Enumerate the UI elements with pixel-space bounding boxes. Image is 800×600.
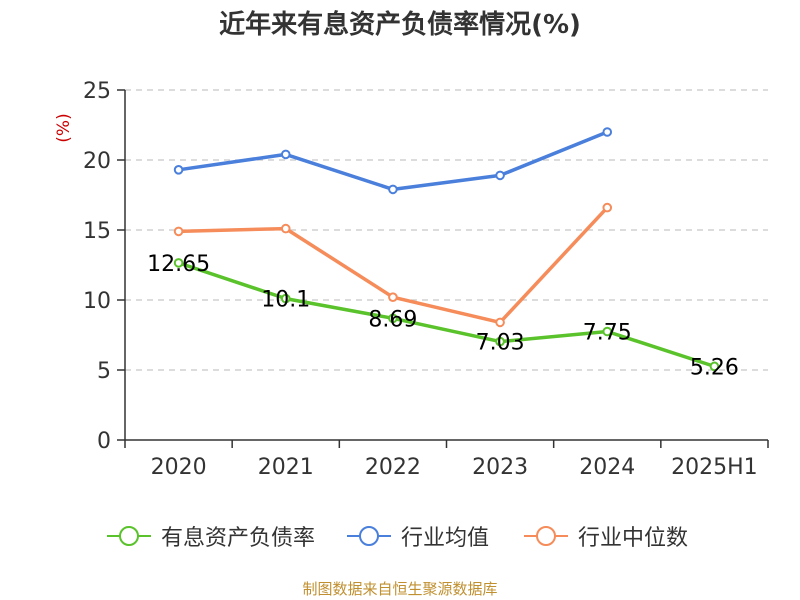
legend: 有息资产负债率 行业均值 行业中位数	[0, 518, 800, 558]
data-label-debt-ratio: 12.65	[147, 252, 210, 277]
y-tick-label: 15	[83, 219, 111, 244]
y-tick-label: 0	[97, 429, 111, 454]
legend-debt-ratio-label: 有息资产负债率	[161, 526, 316, 551]
legend-industry-median-marker	[522, 518, 570, 554]
legend-industry-avg-marker	[345, 518, 393, 554]
data-point-industry-avg[interactable]	[280, 149, 291, 160]
data-point-debt-ratio[interactable]	[602, 326, 613, 337]
x-tick-label: 2021	[258, 455, 314, 480]
y-tick-label: 20	[83, 149, 111, 174]
data-label-debt-ratio: 10.1	[261, 288, 310, 313]
x-tick-label: 2023	[472, 455, 528, 480]
legend-debt-ratio-marker	[105, 518, 153, 554]
data-point-debt-ratio[interactable]	[173, 258, 184, 268]
series-line-industry-avg	[178, 130, 608, 192]
data-labels: 12.65 10.1 8.69 7.03 7.75 5.26	[147, 252, 739, 380]
data-point-industry-median[interactable]	[173, 226, 184, 237]
data-point-industry-median[interactable]	[602, 202, 613, 213]
x-tick-label: 2022	[365, 455, 421, 480]
data-label-debt-ratio: 8.69	[368, 307, 417, 332]
y-tick-label: 25	[83, 79, 111, 104]
data-point-industry-avg[interactable]	[602, 127, 613, 137]
data-point-debt-ratio[interactable]	[709, 361, 720, 372]
legend-item-industry-median[interactable]: 行业中位数	[522, 518, 688, 554]
x-tick-label: 2020	[151, 455, 207, 480]
series-line-debt-ratio	[178, 261, 715, 369]
y-tick-label: 5	[97, 359, 111, 384]
source-note: 制图数据来自恒生聚源数据库	[302, 580, 498, 598]
data-point-industry-avg[interactable]	[495, 170, 505, 181]
data-label-debt-ratio: 5.26	[690, 355, 739, 380]
legend-item-industry-avg[interactable]: 行业均值	[345, 518, 489, 554]
data-point-industry-avg[interactable]	[173, 165, 184, 175]
series-line-industry-median	[178, 206, 609, 325]
data-point-debt-ratio[interactable]	[388, 313, 398, 324]
x-tick-label: 2025H1	[671, 455, 758, 480]
data-label-debt-ratio: 7.03	[476, 331, 525, 356]
series-lines	[173, 127, 720, 372]
data-point-industry-median[interactable]	[495, 317, 505, 328]
data-point-debt-ratio[interactable]	[280, 293, 291, 304]
x-tick-label: 2024	[579, 455, 635, 480]
data-point-industry-avg[interactable]	[388, 184, 398, 195]
y-axis-title: (%)	[54, 113, 74, 142]
data-point-industry-median[interactable]	[280, 223, 291, 234]
y-tick-label: 10	[83, 289, 111, 314]
data-label-debt-ratio: 7.75	[583, 321, 632, 346]
legend-industry-avg-label: 行业均值	[401, 526, 490, 551]
data-point-industry-median[interactable]	[388, 292, 398, 303]
data-point-debt-ratio[interactable]	[495, 336, 505, 347]
chart-title: 近年来有息资产负债率情况(%)	[219, 10, 581, 40]
legend-industry-median-label: 行业中位数	[578, 526, 689, 551]
grid-lines	[125, 89, 768, 371]
legend-item-debt-ratio[interactable]: 有息资产负债率	[105, 518, 315, 554]
axes: 0 5 10 15 20 25 2020 2021 2022 2023 2024 2025H1	[83, 79, 769, 480]
